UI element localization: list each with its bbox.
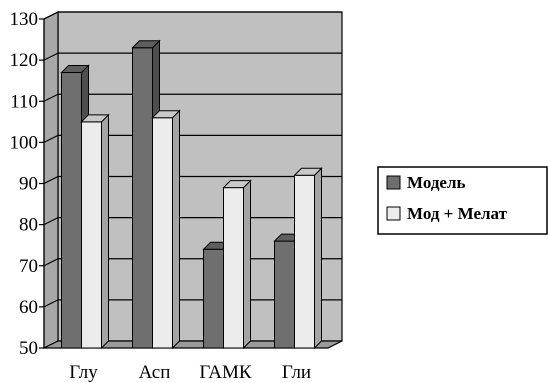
gridline-side: [43, 11, 59, 20]
y-tick-label: 110: [10, 91, 38, 112]
bar-top: [131, 40, 161, 49]
legend-box: [377, 166, 548, 235]
y-tick-label: 120: [10, 50, 39, 71]
bar-side: [243, 179, 251, 350]
bar-front: [81, 121, 102, 349]
y-tick-label: 80: [19, 215, 38, 236]
y-tick-label: 60: [19, 297, 38, 318]
y-tick-label: 130: [10, 9, 39, 30]
y-tick-label: 70: [19, 256, 38, 277]
gridline-side: [43, 299, 59, 308]
bar-top: [151, 110, 181, 119]
bar-front: [132, 47, 153, 349]
bar-front: [61, 71, 82, 349]
legend-swatch-mod-melat: [386, 206, 401, 221]
bar-side: [101, 113, 109, 350]
bar-front: [152, 117, 173, 349]
bar-front: [294, 174, 315, 349]
gridline-side: [43, 217, 59, 226]
legend: Модель Мод + Мелат: [377, 166, 548, 235]
bar-top: [293, 167, 323, 176]
gridline-side: [43, 134, 59, 143]
bar-front: [203, 248, 224, 349]
bar-mod-melat-3: [222, 179, 252, 350]
legend-label-model: Модель: [407, 173, 466, 192]
gridline-side: [43, 52, 59, 61]
x-tick-label: ГАМК: [199, 362, 252, 383]
legend-label-mod-melat: Мод + Мелат: [407, 204, 508, 223]
y-axis: 50 60 70 80 90 100 110 120 130: [10, 9, 45, 359]
x-tick-label: Гли: [282, 362, 311, 383]
y-tick-label: 90: [19, 174, 38, 195]
bar-top: [60, 64, 90, 73]
x-tick-label: Глу: [69, 362, 98, 383]
legend-swatch-model: [386, 175, 401, 190]
x-tick-label: Асп: [139, 362, 171, 383]
bar-mod-melat-4: [293, 167, 323, 350]
y-tick-label: 50: [19, 338, 38, 359]
x-axis: Глу Асп ГАМК Гли: [69, 362, 311, 383]
gridline-side: [43, 93, 59, 102]
gridline-side: [43, 258, 59, 267]
bar-front: [274, 240, 295, 349]
y-tick-label: 100: [10, 132, 39, 153]
bar-top: [80, 114, 110, 123]
bar-mod-melat-1: [80, 113, 110, 350]
bar-top: [222, 180, 252, 189]
bar-mod-melat-2: [151, 109, 181, 350]
gridline-side: [43, 175, 59, 185]
bar-front: [223, 187, 244, 349]
bar-side: [314, 167, 322, 350]
bar-side: [172, 109, 180, 350]
bars: [60, 39, 323, 350]
